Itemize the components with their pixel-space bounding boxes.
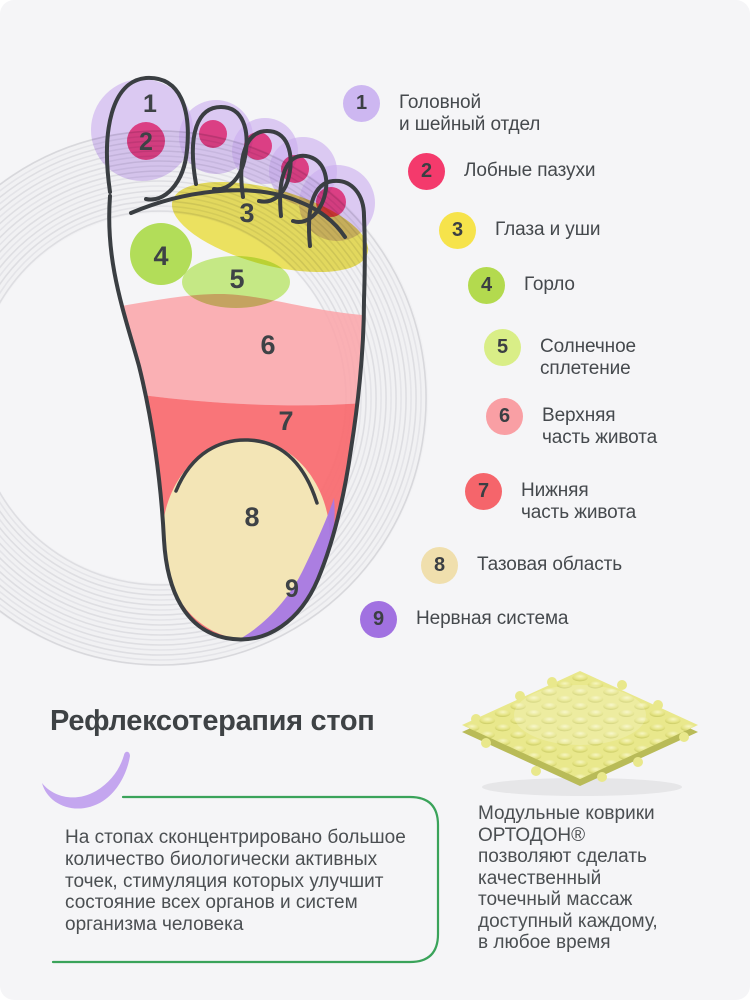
legend-label-3: Глаза и уши <box>495 219 601 240</box>
zone9-nervous <box>236 498 335 640</box>
zone6-upper-abdomen <box>109 294 365 406</box>
svg-text:7: 7 <box>278 406 293 436</box>
legend-label-7: Нижняя часть живота <box>521 480 637 523</box>
mat-puzzle-tabs <box>471 677 689 782</box>
product-note-text: Модульные коврики ОРТОДОН® позволяют сде… <box>478 803 658 953</box>
legend-chip-8: 8 <box>421 547 458 584</box>
svg-text:2: 2 <box>139 128 153 156</box>
info-box-border <box>51 795 440 964</box>
legend-label-1: Головной и шейный отдел <box>399 92 541 135</box>
legend-item-6: 6 Верхняя часть живота <box>486 398 657 449</box>
info-box-decor <box>42 751 440 964</box>
legend-chip-9: 9 <box>360 601 397 638</box>
legend-item-9: 9 Нервная система <box>360 601 568 638</box>
legend-chip-6: 6 <box>486 398 523 435</box>
svg-text:1: 1 <box>143 90 157 118</box>
svg-text:5: 5 <box>229 264 244 294</box>
svg-text:3: 3 <box>239 198 254 228</box>
legend-label-2: Лобные пазухи <box>464 160 596 181</box>
legend-label-9: Нервная система <box>416 608 569 629</box>
legend-item-3: 3 Глаза и уши <box>439 212 600 249</box>
svg-text:4: 4 <box>153 241 168 271</box>
legend-chip-4: 4 <box>468 267 505 304</box>
swoosh-icon <box>42 751 130 809</box>
legend-item-4: 4 Горло <box>468 267 575 304</box>
zone-number-labels: 1 2 3 4 5 6 7 8 9 <box>139 90 299 603</box>
legend-chip-5: 5 <box>484 329 521 366</box>
foot-outline <box>105 75 367 642</box>
legend-label-6: Верхняя часть живота <box>542 405 658 448</box>
legend-item-1: 1 Головной и шейный отдел <box>343 85 540 136</box>
legend-chip-7: 7 <box>465 473 502 510</box>
svg-text:9: 9 <box>285 575 299 603</box>
legend-item-5: 5 Солнечное сплетение <box>484 329 636 380</box>
legend-chip-3: 3 <box>439 212 476 249</box>
massage-mat-icon <box>462 671 698 796</box>
legend-item-8: 8 Тазовая область <box>421 547 622 584</box>
legend-item-2: 2 Лобные пазухи <box>408 153 595 190</box>
page-title: Рефлексотерапия стоп <box>50 705 375 737</box>
legend-chip-1: 1 <box>343 85 380 122</box>
legend-label-5: Солнечное сплетение <box>540 336 637 379</box>
svg-text:6: 6 <box>260 330 275 360</box>
zone5-solar-plexus <box>182 256 290 308</box>
legend-item-7: 7 Нижняя часть живота <box>465 473 636 524</box>
legend-chip-2: 2 <box>408 153 445 190</box>
legend-label-8: Тазовая область <box>477 554 623 575</box>
info-box-text: На стопах сконцентрировано большое колич… <box>65 827 406 936</box>
zone8-pelvic <box>162 439 330 639</box>
svg-text:8: 8 <box>244 502 259 532</box>
reflex-dots <box>127 120 346 217</box>
zone4-throat <box>130 223 192 285</box>
legend-label-4: Горло <box>524 274 575 295</box>
